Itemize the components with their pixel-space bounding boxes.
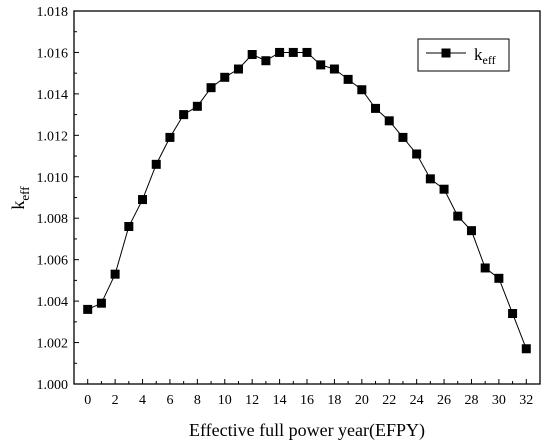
data-point: [357, 85, 367, 95]
data-point: [138, 195, 148, 205]
data-point: [179, 110, 189, 120]
x-tick-label: 0: [84, 393, 91, 408]
data-point: [329, 64, 339, 74]
data-point: [302, 47, 312, 57]
data-point: [151, 159, 161, 169]
y-tick-label: 1.004: [37, 295, 69, 310]
series-group: [83, 47, 531, 354]
legend: keff: [417, 38, 510, 72]
x-tick-label: 6: [166, 393, 173, 408]
data-point: [398, 132, 408, 142]
y-tick-label: 1.008: [37, 212, 69, 227]
y-axis-label-main: k: [8, 201, 28, 210]
y-tick-label: 1.012: [37, 129, 69, 144]
y-tick-label: 1.006: [37, 254, 69, 269]
data-point: [384, 116, 394, 126]
x-tick-label: 16: [300, 393, 314, 408]
data-point: [83, 304, 93, 314]
x-tick-label: 28: [464, 393, 478, 408]
data-point: [275, 47, 285, 57]
x-tick-label: 2: [112, 393, 119, 408]
y-tick-label: 1.010: [37, 171, 69, 186]
x-tick-label: 20: [355, 393, 369, 408]
x-axis-ticks: 0 2 4 6 8 10 12 14 16 18 20 22 24 26 28 30 32: [84, 379, 533, 408]
y-tick-label: 1.002: [37, 337, 69, 352]
data-point: [466, 226, 476, 236]
data-point: [480, 263, 490, 273]
data-point: [316, 60, 326, 70]
data-point: [371, 103, 381, 113]
data-point: [261, 56, 271, 66]
series-line: [87, 51, 527, 349]
data-point: [439, 184, 449, 194]
x-tick-label: 12: [245, 393, 259, 408]
y-tick-label: 1.000: [37, 378, 69, 393]
y-axis-label: keff: [8, 186, 32, 210]
data-point: [453, 211, 463, 221]
data-point: [247, 50, 257, 60]
x-tick-label: 10: [218, 393, 232, 408]
y-tick-label: 1.018: [37, 5, 69, 20]
x-tick-label: 4: [139, 393, 146, 408]
y-axis-label-sub: eff: [17, 186, 32, 201]
data-point: [288, 47, 298, 57]
legend-label-sub: eff: [483, 53, 496, 67]
x-tick-label: 32: [519, 393, 533, 408]
data-point: [233, 64, 243, 74]
data-point: [425, 174, 435, 184]
legend-label: keff: [474, 45, 496, 67]
x-axis-label: Effective full power year(EFPY): [189, 420, 425, 441]
data-point: [508, 309, 518, 319]
legend-label-main: k: [474, 45, 483, 64]
data-point: [124, 222, 134, 232]
data-point: [220, 72, 230, 82]
y-axis-ticks: 1.000 1.002 1.004 1.006 1.008 1.010 1.012 1.014…: [37, 5, 79, 393]
x-tick-label: 14: [273, 393, 287, 408]
x-tick-label: 24: [410, 393, 424, 408]
y-tick-label: 1.016: [37, 46, 69, 61]
data-point: [343, 74, 353, 84]
data-point: [192, 101, 202, 111]
x-tick-label: 18: [327, 393, 341, 408]
legend-marker: [441, 48, 451, 58]
data-point: [165, 132, 175, 142]
y-tick-label: 1.014: [37, 88, 69, 103]
data-point: [206, 83, 216, 93]
data-point: [96, 298, 106, 308]
legend-box: [417, 38, 510, 72]
x-tick-label: 30: [492, 393, 506, 408]
data-point: [412, 149, 422, 159]
x-tick-label: 8: [194, 393, 201, 408]
x-tick-label: 22: [382, 393, 396, 408]
data-point: [110, 269, 120, 279]
data-point: [521, 344, 531, 354]
data-point: [494, 273, 504, 283]
x-tick-label: 26: [437, 393, 451, 408]
